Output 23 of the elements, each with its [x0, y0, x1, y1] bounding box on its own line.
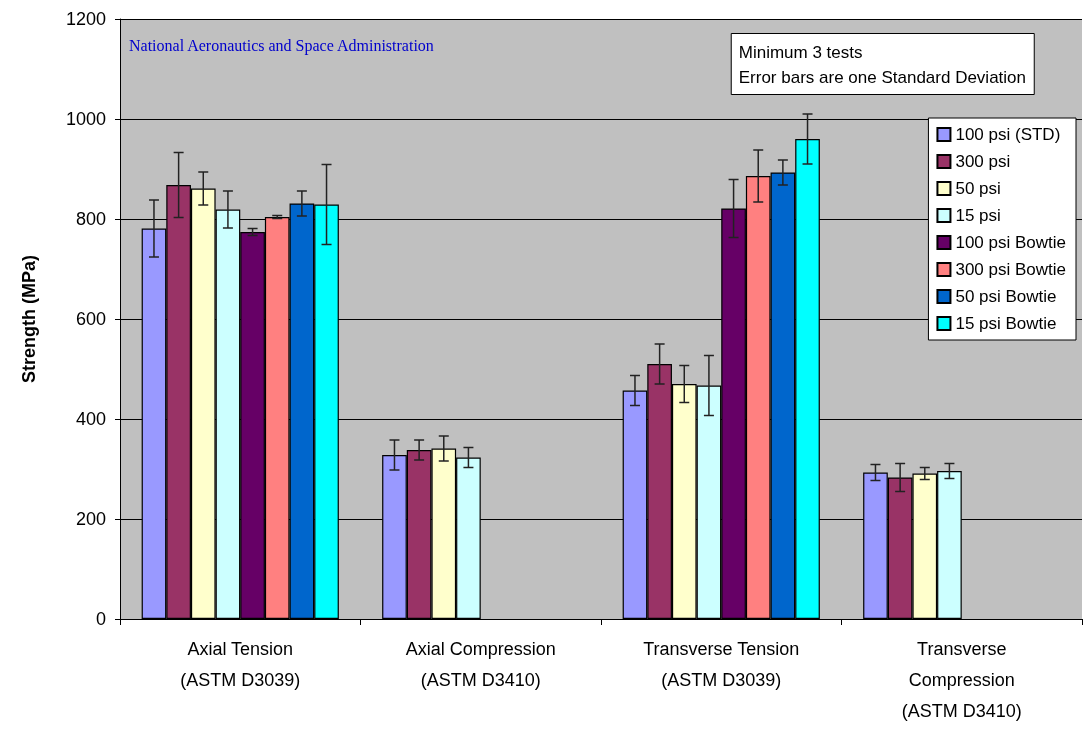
y-axis-title: Strength (MPa): [19, 255, 39, 383]
legend-label: 100 psi Bowtie: [955, 233, 1067, 252]
legend-label: 15 psi: [955, 206, 1001, 225]
y-tick-label: 1200: [65, 9, 106, 29]
annotation: National Aeronautics and Space Administration: [129, 36, 434, 55]
x-tick-label: Transverse Tension (ASTM D3039): [643, 638, 800, 690]
annotation: Minimum 3 tests: [738, 43, 863, 62]
legend-label: 15 psi Bowtie: [955, 314, 1057, 333]
x-tick-label: Axial Compression (ASTM D3410): [405, 638, 556, 690]
y-tick-label: 200: [75, 509, 106, 529]
legend-label: 300 psi: [955, 152, 1011, 171]
legend-label: 100 psi (STD): [955, 125, 1061, 144]
legend-label: 50 psi Bowtie: [955, 287, 1057, 306]
y-tick-label: 400: [75, 409, 106, 429]
x-tick-label: Transverse Compression (ASTM D3410): [901, 638, 1022, 721]
annotation: Error bars are one Standard Deviation: [738, 68, 1026, 87]
legend-label: 50 psi: [955, 179, 1001, 198]
x-tick-label: Axial Tension (ASTM D3039): [180, 638, 301, 690]
legend-label: 300 psi Bowtie: [955, 260, 1067, 279]
y-tick-label: 1000: [65, 109, 106, 129]
y-tick-label: 0: [95, 609, 106, 629]
y-tick-label: 600: [75, 309, 106, 329]
y-tick-label: 800: [75, 209, 106, 229]
